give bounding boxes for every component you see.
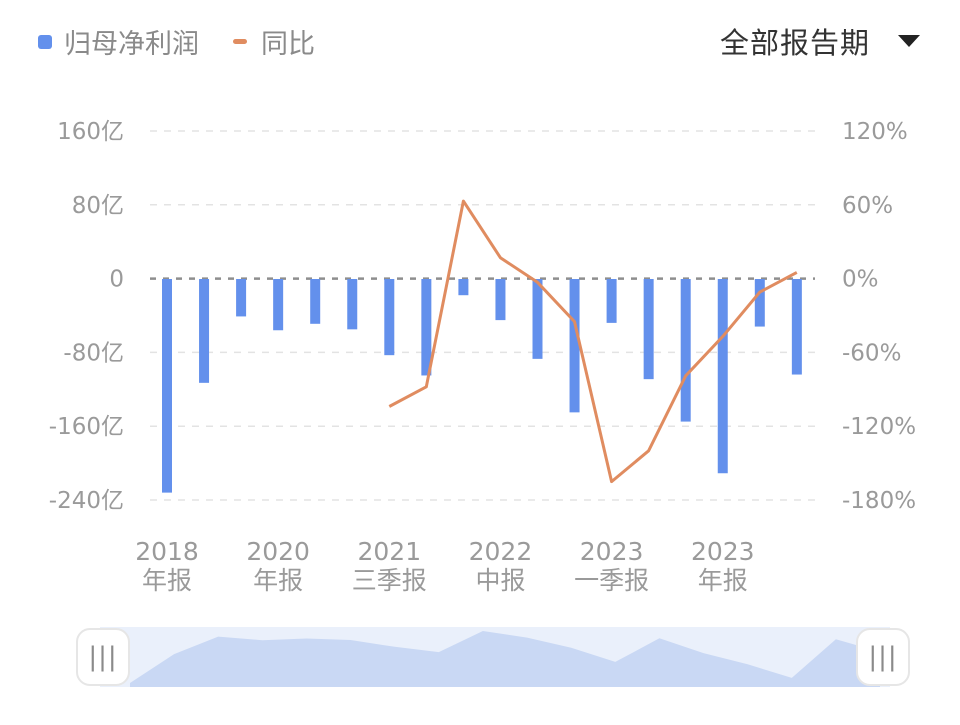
zoom-preview-area — [130, 631, 880, 687]
bar[interactable] — [273, 279, 284, 331]
line-swatch-icon — [233, 39, 247, 44]
bar[interactable] — [532, 279, 543, 359]
zoom-handle-left[interactable]: ||| — [76, 628, 130, 686]
x-tick-year: 2021 — [357, 537, 421, 566]
y-right-tick: -180% — [842, 488, 916, 514]
y-left-tick: -160亿 — [49, 414, 124, 440]
y-left-tick: 160亿 — [57, 119, 124, 145]
bar[interactable] — [421, 279, 432, 376]
x-tick-year: 2023 — [580, 537, 644, 566]
bar[interactable] — [310, 279, 321, 324]
yoy-line[interactable] — [388, 199, 798, 484]
bar[interactable] — [347, 279, 358, 330]
y-right-tick: 60% — [842, 193, 893, 219]
gridlines — [150, 130, 815, 501]
y-right-tick: 0% — [842, 267, 879, 293]
legend-label-net-profit: 归母净利润 — [64, 29, 199, 60]
bar[interactable] — [236, 279, 247, 317]
data-zoom-slider[interactable] — [100, 627, 890, 687]
line-series-yoy — [388, 199, 798, 484]
bar[interactable] — [643, 279, 654, 380]
bar[interactable] — [162, 279, 172, 493]
y-left-tick: 0 — [109, 267, 124, 293]
bar[interactable] — [569, 279, 580, 413]
y-left-tick: 80亿 — [72, 193, 124, 219]
report-period-label: 全部报告期 — [719, 26, 870, 60]
y-right-tick: -60% — [842, 340, 901, 366]
x-tick-year: 2018 — [135, 537, 199, 566]
y-right-tick: 120% — [842, 119, 908, 145]
y-axis-right: 120% 60% 0% -60% -120% -180% — [842, 119, 916, 514]
report-period-dropdown[interactable]: 全部报告期 — [720, 20, 920, 62]
caret-down-icon — [898, 35, 920, 47]
legend-item-net-profit[interactable]: 归母净利润 — [38, 22, 199, 61]
x-tick-year: 2023 — [691, 537, 755, 566]
x-tick-period: 三季报 — [352, 566, 427, 595]
y-left-tick: -240亿 — [49, 488, 124, 514]
bar[interactable] — [458, 279, 469, 296]
bar-series-net-profit — [162, 279, 802, 493]
zoom-handle-right[interactable]: ||| — [856, 628, 910, 686]
bar[interactable] — [791, 279, 802, 375]
y-right-tick: -120% — [842, 414, 916, 440]
grip-icon: ||| — [868, 642, 898, 672]
y-axis-left: 160亿 80亿 0 -80亿 -160亿 -240亿 — [49, 119, 124, 514]
bar[interactable] — [384, 279, 395, 356]
bar-swatch-icon — [38, 34, 52, 49]
legend-item-yoy[interactable]: 同比 — [233, 22, 315, 61]
x-tick-period: 中报 — [475, 566, 525, 595]
x-tick-period: 年报 — [253, 566, 303, 595]
x-tick-year: 2022 — [469, 537, 533, 566]
legend-label-yoy: 同比 — [261, 29, 315, 60]
grip-icon: ||| — [88, 642, 118, 672]
bar[interactable] — [754, 279, 765, 327]
bar[interactable] — [717, 279, 728, 474]
y-left-tick: -80亿 — [63, 340, 124, 366]
bar[interactable] — [495, 279, 506, 321]
x-tick-period: 一季报 — [574, 566, 649, 595]
bar[interactable] — [199, 279, 210, 383]
bar[interactable] — [680, 279, 691, 422]
bar[interactable] — [606, 279, 617, 323]
legend: 归母净利润 同比 — [38, 22, 349, 61]
x-tick-period: 年报 — [142, 566, 192, 595]
x-tick-year: 2020 — [246, 537, 310, 566]
x-tick-period: 年报 — [698, 566, 748, 595]
